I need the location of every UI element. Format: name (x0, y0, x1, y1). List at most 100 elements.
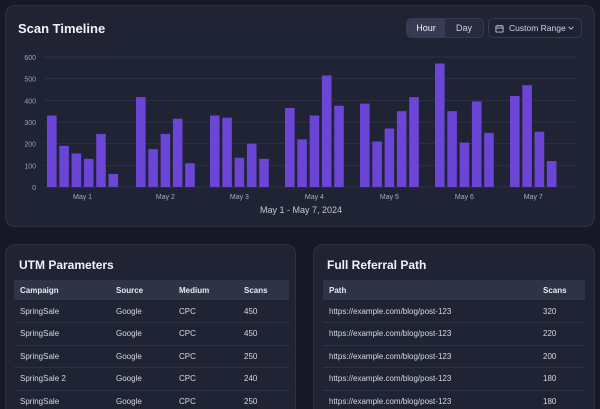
chart-bar[interactable] (534, 131, 545, 187)
scans-cell: 180 (537, 390, 585, 409)
utm-table: Campaign Source Medium Scans SpringSale … (14, 280, 289, 409)
date-range-label: Custom Range (509, 23, 566, 33)
table-row: https://example.com/blog/post-123 180 (323, 367, 585, 391)
scans-cell: 450 (238, 300, 289, 323)
table-row: SpringSale Google CPC 250 (14, 390, 289, 409)
y-tick-label: 200 (24, 142, 36, 149)
chart-bar[interactable] (321, 75, 332, 187)
chart-bar[interactable] (285, 107, 295, 187)
table-row: SpringSale Google CPC 250 (14, 345, 289, 368)
chart-bar[interactable] (259, 158, 269, 187)
chart-bar[interactable] (409, 97, 419, 187)
scans-cell: 250 (238, 345, 289, 368)
path-cell: https://example.com/blog/post-123 (323, 300, 537, 323)
scans-cell: 320 (537, 300, 585, 323)
chart-bar[interactable] (185, 163, 195, 187)
chart-bar[interactable] (384, 128, 395, 188)
chart-bar[interactable] (510, 96, 520, 187)
x-tick-label: May 5 (380, 194, 399, 201)
y-tick-label: 500 (24, 77, 36, 84)
x-tick-label: May 2 (156, 194, 175, 201)
chart-bar[interactable] (309, 115, 320, 188)
table-row: SpringSale Google CPC 450 (14, 322, 289, 346)
chart-bar[interactable] (246, 143, 257, 187)
chart-bar[interactable] (59, 145, 69, 187)
table-row: https://example.com/blog/post-123 180 (323, 390, 585, 409)
x-tick-label: May 4 (305, 194, 324, 201)
granularity-toggle: Hour Day (406, 18, 484, 38)
chart-bar[interactable] (297, 139, 307, 187)
campaign-cell: SpringSale (14, 345, 110, 368)
medium-cell: CPC (173, 300, 238, 323)
chart-bar[interactable] (96, 133, 106, 187)
medium-cell: CPC (173, 390, 238, 409)
source-cell: Google (110, 300, 173, 323)
medium-cell: CPC (173, 345, 238, 368)
scans-cell: 180 (537, 367, 585, 391)
referral-path-title: Full Referral Path (327, 258, 427, 272)
chart-bar[interactable] (372, 141, 382, 188)
path-cell: https://example.com/blog/post-123 (323, 345, 537, 368)
chart-bar[interactable] (71, 153, 82, 187)
date-range-select[interactable]: Custom Range (488, 18, 582, 38)
campaign-cell: SpringSale (14, 322, 110, 346)
table-row: https://example.com/blog/post-123 220 (323, 322, 585, 346)
chart-bar[interactable] (459, 142, 470, 187)
x-tick-label: May 3 (230, 194, 249, 201)
source-cell: Google (110, 390, 173, 409)
table-row: https://example.com/blog/post-123 200 (323, 345, 585, 368)
hour-toggle-button[interactable]: Hour (407, 19, 445, 37)
scans-cell: 220 (537, 322, 585, 346)
source-cell: Google (110, 345, 173, 368)
chart-bar[interactable] (136, 97, 146, 187)
chart-bar[interactable] (546, 161, 557, 187)
chart-bar[interactable] (234, 157, 245, 187)
path-cell: https://example.com/blog/post-123 (323, 390, 537, 409)
chart-bar[interactable] (522, 85, 532, 187)
path-cell: https://example.com/blog/post-123 (323, 322, 537, 346)
referral-table-header: Path Scans (323, 280, 585, 300)
column-header-scans[interactable]: Scans (543, 285, 567, 295)
scan-timeline-title: Scan Timeline (18, 21, 106, 36)
chart-bar[interactable] (471, 101, 482, 187)
campaign-cell: SpringSale (14, 300, 110, 323)
y-tick-label: 600 (24, 55, 36, 62)
medium-cell: CPC (173, 367, 238, 391)
y-tick-label: 300 (24, 120, 36, 127)
chart-bar[interactable] (435, 63, 445, 188)
chart-date-caption: May 1 - May 7, 2024 (259, 205, 343, 215)
y-tick-label: 400 (24, 98, 36, 105)
chart-bar[interactable] (447, 111, 457, 187)
column-header-scans[interactable]: Scans (244, 285, 268, 295)
chart-bar[interactable] (334, 105, 344, 187)
chart-bar[interactable] (160, 133, 171, 187)
chart-bar[interactable] (83, 158, 94, 187)
medium-cell: CPC (173, 322, 238, 346)
table-row: https://example.com/blog/post-123 320 (323, 300, 585, 323)
campaign-cell: SpringSale 2 (14, 367, 110, 391)
chart-bar[interactable] (210, 115, 220, 188)
chart-bar[interactable] (484, 132, 494, 187)
chart-bar[interactable] (47, 115, 57, 188)
table-row: SpringSale 2 Google CPC 240 (14, 367, 289, 391)
chart-bar[interactable] (360, 103, 370, 187)
x-tick-label: May 6 (455, 194, 474, 201)
column-header-campaign[interactable]: Campaign (20, 285, 59, 295)
chevron-down-icon (568, 26, 574, 30)
column-header-path[interactable]: Path (329, 285, 347, 295)
y-tick-label: 0 (32, 185, 36, 192)
calendar-icon (495, 24, 504, 33)
chart-bar[interactable] (222, 117, 232, 187)
chart-bar[interactable] (396, 111, 407, 187)
chart-bar[interactable] (108, 174, 119, 187)
source-cell: Google (110, 367, 173, 391)
column-header-source[interactable]: Source (116, 285, 144, 295)
referral-path-card: Full Referral Path Path Scans https://ex… (313, 244, 595, 409)
chart-bar[interactable] (148, 149, 158, 187)
day-toggle-button[interactable]: Day (455, 23, 472, 33)
utm-parameters-card: UTM Parameters Campaign Source Medium Sc… (5, 244, 296, 409)
column-header-medium[interactable]: Medium (179, 285, 210, 295)
chart-bar[interactable] (172, 118, 183, 187)
campaign-cell: SpringSale (14, 390, 110, 409)
referral-table: Path Scans https://example.com/blog/post… (323, 280, 585, 409)
